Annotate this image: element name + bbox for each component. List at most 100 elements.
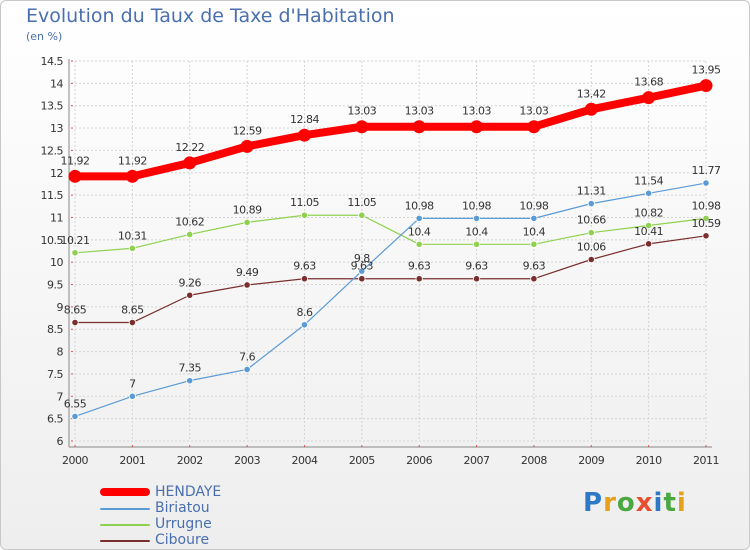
legend-swatch-biriatou <box>100 508 150 510</box>
y-tick-label: 6 <box>57 435 64 448</box>
data-label-ciboure: 9.63 <box>523 260 546 273</box>
data-label-urrugne: 10.89 <box>233 203 262 216</box>
data-label-ciboure: 8.65 <box>64 304 87 317</box>
data-label-urrugne: 11.05 <box>290 196 319 209</box>
data-point-urrugne <box>128 244 136 252</box>
data-label-urrugne: 10.98 <box>692 199 721 212</box>
y-tick-label: 6.5 <box>47 413 63 426</box>
y-tick-label: 7 <box>57 390 64 403</box>
y-tick-label: 7.5 <box>47 368 63 381</box>
data-point-hendaye <box>68 169 82 183</box>
data-label-ciboure: 9.63 <box>293 260 316 273</box>
legend: HENDAYE Biriatou Urrugne Ciboure <box>100 484 300 548</box>
data-point-hendaye <box>470 120 484 134</box>
axes <box>68 59 712 448</box>
logo-letter: i <box>653 488 664 518</box>
data-labels: 11.92 11.92 12.22 12.59 12.84 13.03 13.03 13.03… <box>61 64 722 411</box>
data-label-ciboure: 8.65 <box>121 304 144 317</box>
data-label-urrugne: 11.05 <box>347 196 376 209</box>
data-point-hendaye <box>240 139 254 153</box>
data-point-hendaye <box>527 120 541 134</box>
data-point-urrugne <box>358 211 366 219</box>
x-tick-label: 2007 <box>464 454 490 467</box>
data-label-ciboure: 10.41 <box>634 225 663 238</box>
data-point-urrugne <box>71 249 79 257</box>
data-label-urrugne: 10.4 <box>523 225 546 238</box>
data-label-biriatou: 11.54 <box>634 174 663 187</box>
data-point-urrugne <box>702 214 710 222</box>
data-point-ciboure <box>415 275 423 283</box>
data-label-hendaye: 13.68 <box>634 76 663 89</box>
y-tick-label: 13.5 <box>41 100 64 113</box>
x-tick-label: 2010 <box>636 454 662 467</box>
data-point-biriatou <box>243 365 251 374</box>
data-label-hendaye: 13.03 <box>347 105 376 118</box>
data-label-ciboure: 9.26 <box>178 276 201 289</box>
data-point-ciboure <box>71 318 79 327</box>
y-tick-label: 12.5 <box>41 144 64 157</box>
data-label-biriatou: 7 <box>129 377 136 390</box>
data-point-biriatou <box>358 267 366 275</box>
data-label-hendaye: 13.95 <box>692 64 721 77</box>
chart-unit: (en %) <box>26 30 63 43</box>
y-tick-label: 12 <box>50 167 63 180</box>
logo-letter: i <box>676 488 687 518</box>
legend-item-biriatou: Biriatou <box>100 500 300 516</box>
data-point-urrugne <box>472 240 481 248</box>
data-point-ciboure <box>128 318 136 327</box>
y-tick-label: 9.5 <box>47 279 63 292</box>
data-label-ciboure: 9.63 <box>351 260 374 273</box>
data-label-biriatou: 9.8 <box>354 252 370 265</box>
data-point-urrugne <box>300 211 309 219</box>
data-point-hendaye <box>699 79 713 93</box>
logo-letter: t <box>663 488 677 518</box>
data-point-biriatou <box>702 179 710 187</box>
data-label-ciboure: 10.59 <box>692 217 721 230</box>
data-point-ciboure <box>243 281 251 289</box>
data-point-biriatou <box>415 214 423 222</box>
data-label-hendaye: 11.92 <box>118 154 147 167</box>
legend-item-hendaye: HENDAYE <box>100 484 300 500</box>
y-tick-label: 13 <box>50 122 63 135</box>
chart-title: Evolution du Taux de Taxe d'Habitation <box>26 5 395 27</box>
x-tick-label: 2008 <box>521 454 547 467</box>
data-point-urrugne <box>415 240 423 248</box>
data-point-biriatou <box>128 392 136 400</box>
data-point-biriatou <box>530 214 538 222</box>
data-label-biriatou: 11.77 <box>692 164 721 177</box>
data-label-urrugne: 10.62 <box>175 215 204 228</box>
data-label-hendaye: 12.59 <box>233 124 262 137</box>
data-label-ciboure: 9.63 <box>465 260 488 273</box>
data-label-biriatou: 7.6 <box>239 350 255 363</box>
data-point-biriatou <box>71 412 79 421</box>
data-label-hendaye: 13.03 <box>462 105 491 118</box>
data-label-hendaye: 13.03 <box>519 105 548 118</box>
data-point-hendaye <box>355 120 369 134</box>
data-label-hendaye: 12.22 <box>175 141 204 154</box>
data-label-biriatou: 10.98 <box>405 199 434 212</box>
x-tick-label: 2011 <box>693 454 719 467</box>
data-point-biriatou <box>472 214 481 222</box>
data-label-ciboure: 10.06 <box>577 240 606 253</box>
data-point-hendaye <box>642 91 656 105</box>
data-label-biriatou: 6.55 <box>64 397 87 410</box>
data-point-biriatou <box>645 189 653 197</box>
data-point-urrugne <box>645 221 653 230</box>
data-point-hendaye <box>412 120 426 134</box>
y-tick-label: 11 <box>50 211 63 224</box>
data-point-biriatou <box>587 200 595 208</box>
data-label-biriatou: 7.35 <box>178 362 201 375</box>
data-label-urrugne: 10.4 <box>465 225 488 238</box>
data-label-urrugne: 10.21 <box>61 234 90 247</box>
legend-item-ciboure: Ciboure <box>100 532 300 548</box>
x-tick-label: 2006 <box>406 454 432 467</box>
y-tick-label: 10 <box>50 256 63 269</box>
legend-label-ciboure: Ciboure <box>155 532 210 548</box>
series-line-biriatou <box>74 182 707 418</box>
data-point-urrugne <box>530 240 538 248</box>
data-label-ciboure: 9.49 <box>236 266 259 279</box>
data-point-ciboure <box>645 240 653 248</box>
legend-label-hendaye: HENDAYE <box>155 484 222 500</box>
